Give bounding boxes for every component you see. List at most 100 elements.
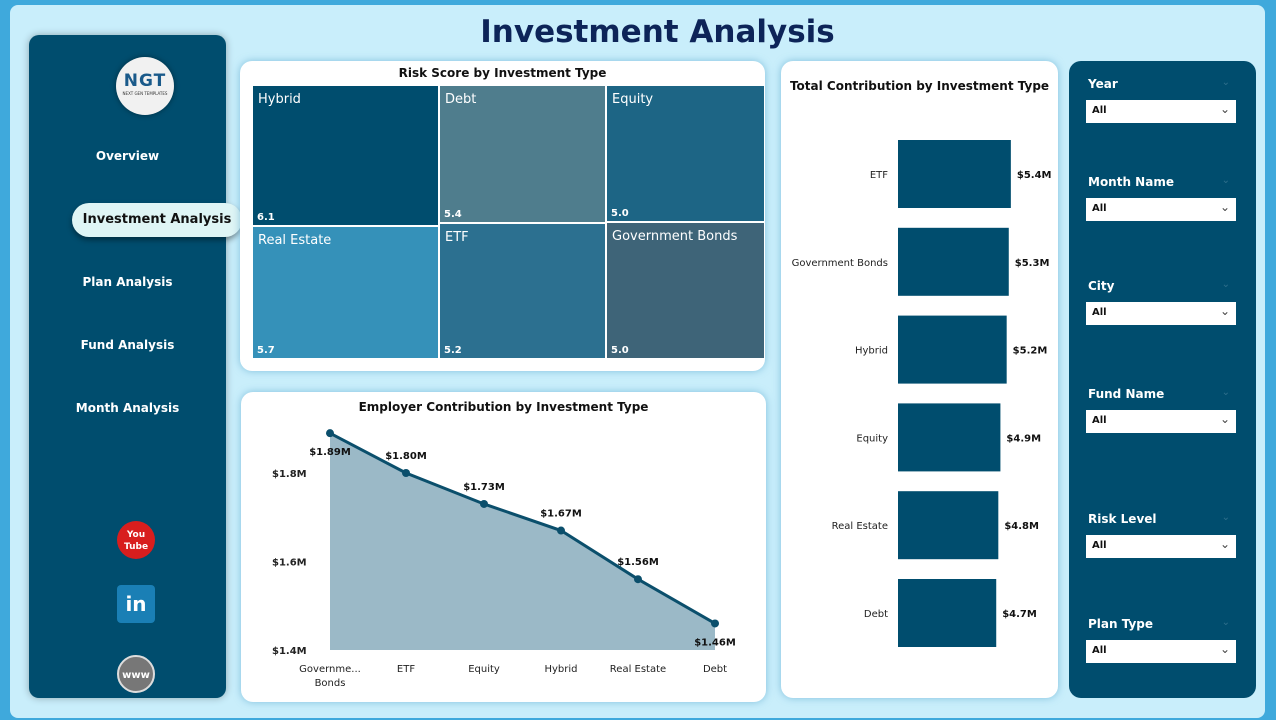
filter-dropdown[interactable]: All ⌄: [1086, 100, 1236, 123]
x-tick-label: Real Estate: [610, 664, 666, 675]
dropdown-value: All: [1092, 645, 1107, 656]
tile-name: Hybrid: [258, 92, 301, 107]
collapse-chevron-icon[interactable]: ⌄: [1221, 175, 1230, 186]
chevron-down-icon: ⌄: [1219, 102, 1230, 116]
data-label: $1.73M: [463, 482, 505, 493]
dropdown-value: All: [1092, 415, 1107, 426]
nav-overview[interactable]: Overview: [95, 149, 160, 163]
series-line: [329, 431, 716, 625]
data-point: [711, 619, 719, 628]
treemap-tile[interactable]: Hybrid 6.1: [253, 86, 438, 225]
filter-dropdown[interactable]: All ⌄: [1086, 198, 1236, 221]
area-chart: $1.4M $1.6M $1.8M$1.89M Governme... Bonds $1.…: [272, 429, 736, 689]
tile-name: Real Estate: [258, 233, 332, 248]
data-point: [480, 499, 488, 508]
chart-title: Risk Score by Investment Type: [398, 66, 607, 80]
collapse-chevron-icon[interactable]: ⌄: [1221, 617, 1230, 628]
bar: [898, 491, 999, 560]
filter-label: Plan Type: [1088, 617, 1154, 631]
y-category-label: Debt: [864, 609, 888, 620]
bar: [898, 403, 1001, 472]
sidebar: NGT NEXT GEN TEMPLATES Overview Investmen…: [29, 35, 242, 698]
total-contribution-card: Total Contribution by Investment Type ET…: [781, 61, 1058, 698]
treemap-tile[interactable]: ETF 5.2: [440, 224, 605, 358]
dropdown-value: All: [1092, 105, 1107, 116]
y-category-label: Government Bonds: [792, 258, 888, 269]
x-tick-label: ETF: [397, 664, 415, 675]
filter-label: City: [1088, 279, 1115, 293]
filter-label: Risk Level: [1088, 512, 1157, 526]
x-tick-label: Debt: [703, 664, 727, 675]
filter-panel: Year ⌄ All ⌄ Month Name ⌄ All ⌄ City ⌄ All ⌄ F…: [1069, 61, 1256, 698]
data-point: [557, 526, 565, 535]
collapse-chevron-icon[interactable]: ⌄: [1221, 279, 1230, 290]
page-title: Investment Analysis: [480, 14, 835, 50]
globe-icon[interactable]: www: [117, 655, 155, 693]
treemap-tile[interactable]: Government Bonds 5.0: [607, 223, 764, 358]
nav-month-analysis[interactable]: Month Analysis: [75, 401, 180, 415]
x-tick-label: Hybrid: [544, 664, 577, 675]
data-label: $1.67M: [540, 509, 582, 520]
filter-dropdown[interactable]: All ⌄: [1086, 302, 1236, 325]
chevron-down-icon: ⌄: [1219, 200, 1230, 214]
employer-contribution-card: Employer Contribution by Investment Type…: [241, 392, 766, 702]
bar: [898, 140, 1011, 208]
bar-value-label: $5.2M: [1013, 346, 1048, 357]
y-tick-label: $1.8M: [272, 469, 307, 480]
chevron-down-icon: ⌄: [1219, 412, 1230, 426]
tile-name: Equity: [612, 92, 654, 107]
x-tick-label: Governme...: [299, 664, 361, 675]
y-category-label: Equity: [856, 433, 888, 444]
nav-fund-analysis[interactable]: Fund Analysis: [80, 338, 175, 352]
data-point: [402, 469, 410, 477]
filter-dropdown[interactable]: All ⌄: [1086, 640, 1236, 663]
filter-label: Month Name: [1088, 175, 1174, 189]
tile-value: 5.7: [257, 345, 275, 356]
bar: [898, 315, 1007, 384]
y-tick-label: $1.4M: [272, 646, 307, 657]
bar: [898, 579, 997, 647]
data-label: $1.46M: [694, 637, 736, 648]
data-point: [634, 575, 642, 584]
chevron-down-icon: ⌄: [1219, 304, 1230, 318]
tile-value: 5.0: [611, 345, 629, 356]
linkedin-icon[interactable]: in: [117, 585, 155, 623]
x-tick-label: Bonds: [315, 678, 346, 689]
data-label: $1.56M: [617, 557, 659, 568]
y-category-label: Real Estate: [832, 521, 888, 532]
chart-title: Total Contribution by Investment Type: [789, 79, 1050, 93]
x-tick-label: Equity: [468, 664, 500, 675]
dropdown-value: All: [1092, 307, 1107, 318]
bar-value-label: $4.8M: [1004, 521, 1039, 532]
data-label: $1.89M: [309, 447, 351, 458]
bar-chart: ETF $5.4M Government Bonds $5.3M Hybrid $5.2M…: [792, 140, 1052, 647]
collapse-chevron-icon[interactable]: ⌄: [1221, 77, 1230, 88]
tile-value: 5.4: [444, 209, 462, 220]
chevron-down-icon: ⌄: [1219, 642, 1230, 656]
bar: [898, 227, 1009, 296]
filter-dropdown[interactable]: All ⌄: [1086, 535, 1236, 558]
bar-value-label: $4.7M: [1002, 609, 1037, 620]
logo: NGT NEXT GEN TEMPLATES: [116, 57, 174, 115]
treemap-tile[interactable]: Debt 5.4: [440, 86, 605, 222]
chart-title: Employer Contribution by Investment Type: [358, 400, 649, 414]
y-category-label: ETF: [870, 170, 888, 181]
nav-plan-analysis[interactable]: Plan Analysis: [82, 275, 173, 289]
tile-name: Debt: [445, 92, 477, 107]
data-label: $1.80M: [385, 451, 427, 462]
youtube-icon[interactable]: You Tube: [117, 521, 155, 559]
dropdown-value: All: [1092, 540, 1107, 551]
treemap-tile[interactable]: Equity 5.0: [607, 86, 764, 221]
chevron-down-icon: ⌄: [1219, 537, 1230, 551]
collapse-chevron-icon[interactable]: ⌄: [1221, 387, 1230, 398]
y-category-label: Hybrid: [855, 346, 888, 357]
dropdown-value: All: [1092, 203, 1107, 214]
collapse-chevron-icon[interactable]: ⌄: [1221, 512, 1230, 523]
treemap-tile[interactable]: Real Estate 5.7: [253, 227, 438, 358]
filter-dropdown[interactable]: All ⌄: [1086, 410, 1236, 433]
tile-name: ETF: [445, 230, 469, 245]
nav-investment-analysis[interactable]: Investment Analysis: [72, 203, 242, 237]
y-tick-label: $1.6M: [272, 558, 307, 569]
tile-name: Government Bonds: [612, 229, 738, 244]
filter-label: Year: [1088, 77, 1118, 91]
